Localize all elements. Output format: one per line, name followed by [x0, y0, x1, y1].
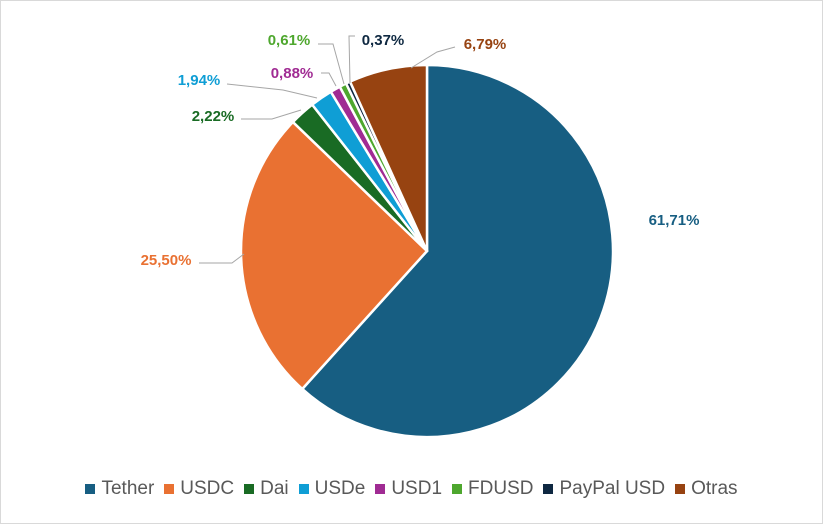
legend-item-usd1: USD1: [375, 478, 442, 500]
pie-slice-tether: [301, 63, 615, 439]
data-label-tether: 61,71%: [649, 212, 700, 229]
data-label-paypal-usd: 0,37%: [362, 32, 405, 49]
data-label-fdusd: 0,61%: [268, 32, 311, 49]
legend-swatch: [675, 484, 686, 494]
legend-swatch: [543, 484, 554, 494]
leader-line-fdusd: [318, 43, 345, 85]
data-label-dai: 2,22%: [192, 108, 235, 125]
legend-label: FDUSD: [468, 478, 534, 499]
legend-item-paypal-usd: PayPal USD: [543, 478, 665, 500]
legend-item-usde: USDe: [298, 478, 366, 500]
legend-item-dai: Dai: [244, 478, 289, 500]
leader-line-usd1: [321, 72, 337, 87]
data-label-usd1: 0,88%: [271, 65, 314, 82]
legend-label: Tether: [101, 478, 155, 499]
legend-swatch: [452, 484, 463, 494]
legend-swatch: [298, 484, 309, 494]
legend-item-usdc: USDC: [164, 478, 234, 500]
legend-item-otras: Otras: [675, 478, 738, 500]
legend-label: Dai: [260, 478, 289, 499]
legend-item-fdusd: FDUSD: [452, 478, 533, 500]
legend-swatch: [164, 484, 175, 494]
legend-label: PayPal USD: [559, 478, 666, 499]
data-label-usdc: 25,50%: [141, 252, 192, 269]
leader-line-usdc: [199, 253, 245, 264]
leader-line-dai: [241, 109, 302, 120]
legend-swatch: [244, 484, 255, 494]
data-label-usde: 1,94%: [178, 72, 221, 89]
leader-line-paypal-usd: [348, 35, 355, 84]
chart-legend: Tether USDC Dai USDe USD1 FDUSD PayPal USD Otra…: [0, 478, 823, 500]
legend-label: USD1: [391, 478, 443, 499]
leader-line-usde: [226, 83, 318, 99]
legend-swatch: [375, 484, 386, 494]
legend-swatch: [85, 484, 96, 494]
legend-label: Otras: [691, 478, 738, 499]
pie-slice-usdc: [239, 120, 429, 391]
legend-label: USDC: [180, 478, 235, 499]
data-label-otras: 6,79%: [464, 36, 507, 53]
leader-line-otras: [410, 46, 456, 69]
pie-chart: 61,71% 25,50% 2,22% 1,94% 0,88% 0,61% 0,37% 6,7…: [141, 32, 700, 439]
legend-item-tether: Tether: [85, 478, 154, 500]
legend-label: USDe: [314, 478, 366, 499]
